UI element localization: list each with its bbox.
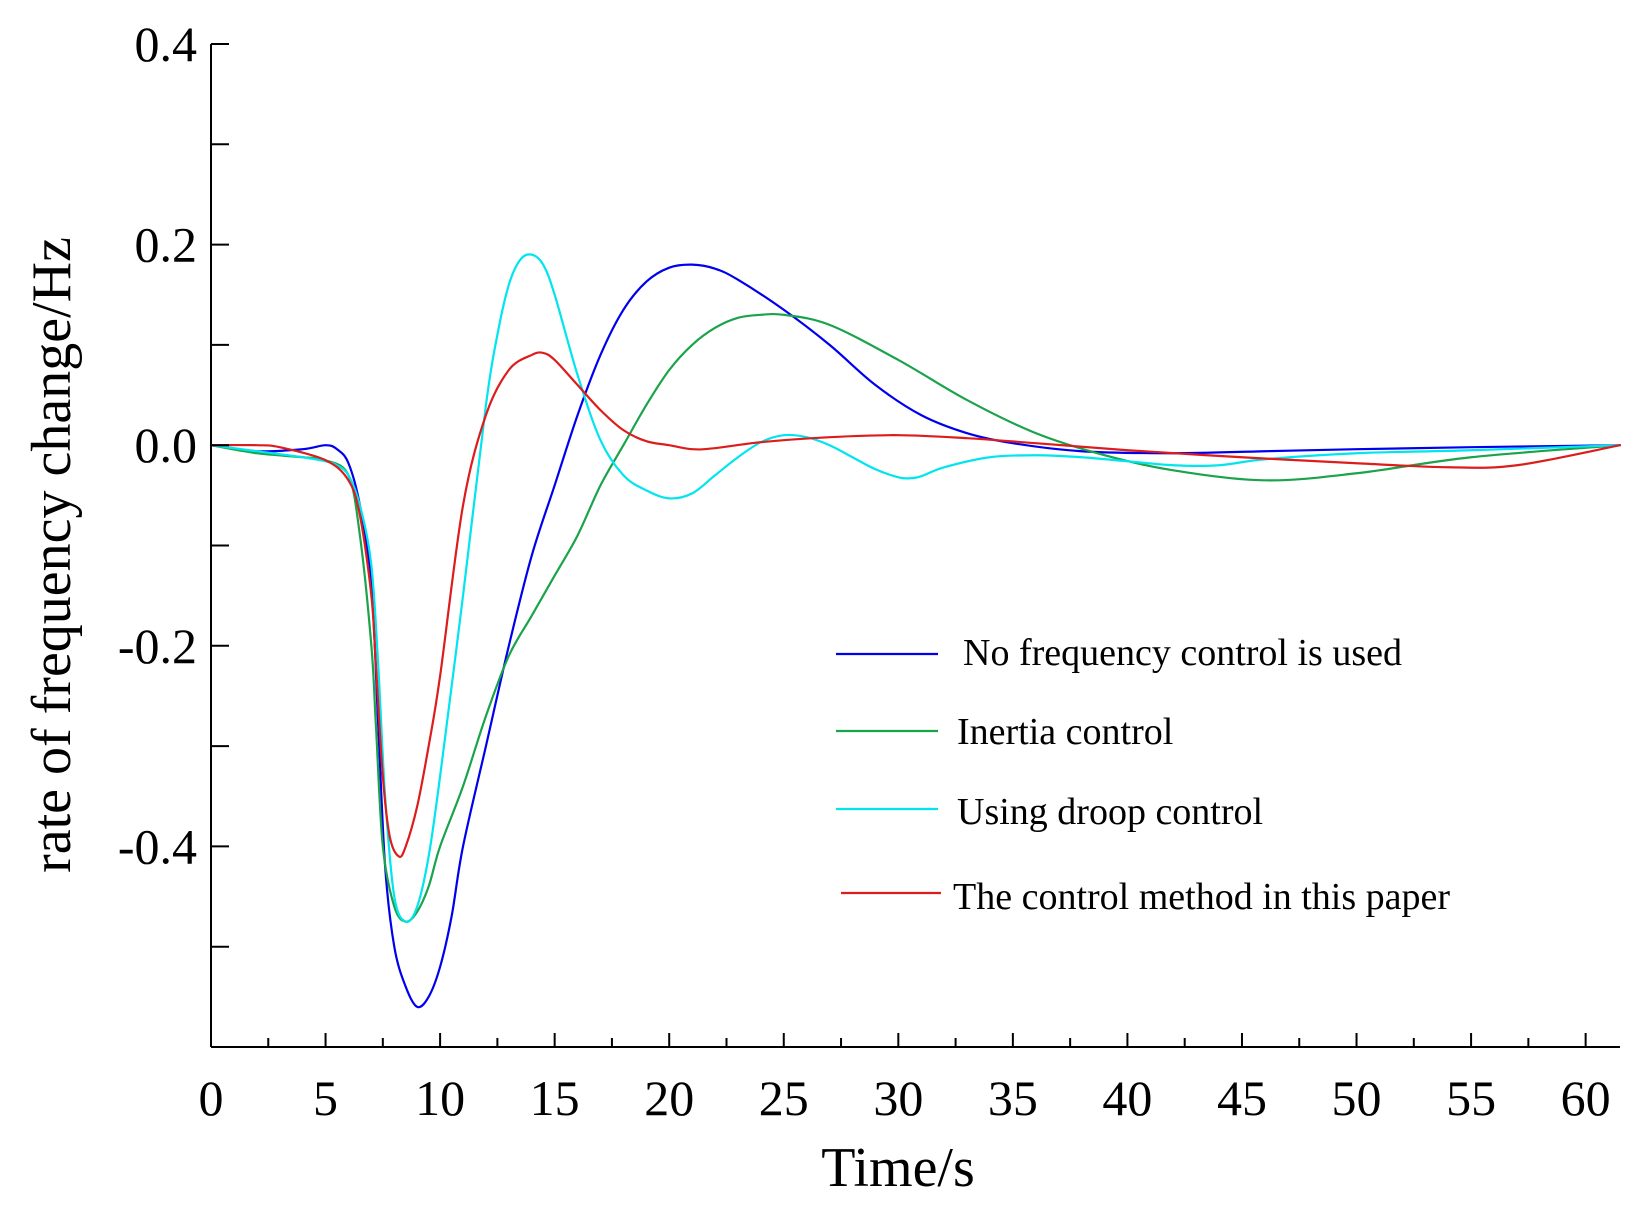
y-tick-label: -0.2 (118, 618, 197, 674)
y-tick-label: 0.4 (135, 16, 198, 72)
x-tick-label: 10 (415, 1070, 465, 1126)
y-tick-label: 0.0 (135, 417, 198, 473)
legend-label-1: No frequency control is used (963, 632, 1402, 674)
x-tick-label: 45 (1217, 1070, 1267, 1126)
ticks (210, 43, 1587, 1048)
y-tick-label: 0.2 (135, 217, 198, 273)
x-tick-label: 15 (530, 1070, 580, 1126)
x-tick-label: 60 (1561, 1070, 1611, 1126)
x-tick-label: 50 (1332, 1070, 1382, 1126)
legend-label-4: The control method in this paper (953, 876, 1450, 918)
x-tick-label: 30 (873, 1070, 923, 1126)
tick-labels: 0 5 10 15 20 25 30 35 40 45 50 55 60 -0.4 -0.2 0.0 0.2 0.… (118, 16, 1611, 1126)
x-tick-label: 5 (313, 1070, 338, 1126)
legend: No frequency control is used Inertia cont… (836, 632, 1450, 918)
x-axis-title: Time/s (821, 1137, 975, 1199)
series-line-3 (209, 253, 1622, 923)
legend-label-3: Using droop control (957, 791, 1263, 833)
plot-lines (209, 253, 1622, 1009)
x-tick-label: 25 (759, 1070, 809, 1126)
x-tick-label: 40 (1102, 1070, 1152, 1126)
x-tick-label: 55 (1446, 1070, 1496, 1126)
legend-label-2: Inertia control (957, 711, 1173, 753)
x-tick-label: 20 (644, 1070, 694, 1126)
y-tick-label: -0.4 (118, 818, 197, 874)
x-tick-label: 0 (199, 1070, 224, 1126)
y-axis-title: rate of frequency change/Hz (21, 237, 83, 873)
x-tick-label: 35 (988, 1070, 1038, 1126)
series-line-4 (209, 351, 1622, 858)
